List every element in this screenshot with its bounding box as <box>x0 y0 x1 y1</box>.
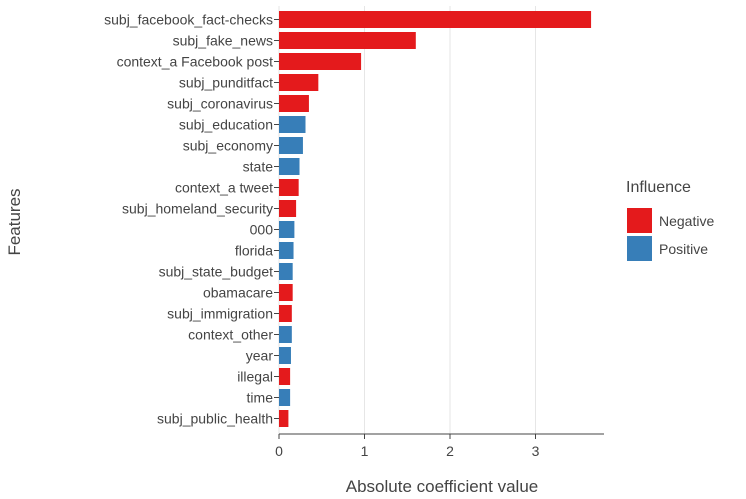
bar-negative <box>279 410 289 427</box>
y-axis-title: Features <box>5 188 24 255</box>
x-tick-label: 0 <box>275 443 283 459</box>
bar-positive <box>279 221 295 238</box>
y-tick-label: illegal <box>237 369 273 385</box>
legend-swatch <box>627 236 652 261</box>
y-tick-label: subj_homeland_security <box>122 201 273 217</box>
bar-negative <box>279 305 292 322</box>
bar-positive <box>279 242 294 259</box>
y-tick-label: subj_state_budget <box>159 264 274 280</box>
x-ticks: 0 1 2 3 <box>275 434 540 459</box>
y-tick-label: state <box>243 159 274 175</box>
y-tick-label: context_a tweet <box>175 180 273 196</box>
bar-negative <box>279 74 319 91</box>
legend-label: Negative <box>659 213 714 229</box>
bar-negative <box>279 53 362 70</box>
y-tick-label: subj_punditfact <box>179 75 273 91</box>
y-tick-label: subj_facebook_fact-checks <box>104 12 273 28</box>
grid-lines <box>278 6 536 434</box>
y-tick-label: context_a Facebook post <box>117 54 274 70</box>
y-tick-label: subj_education <box>179 117 273 133</box>
bar-positive <box>279 389 291 406</box>
bar-negative <box>279 95 309 112</box>
legend: Influence Negative Positive <box>626 179 714 261</box>
y-tick-labels: subj_facebook_fact-checks subj_fake_newsc… <box>104 12 279 427</box>
y-tick-label: subj_public_health <box>157 411 273 427</box>
legend-swatch <box>627 208 652 233</box>
y-tick-label: subj_economy <box>183 138 273 154</box>
y-tick-label: time <box>247 390 274 406</box>
bar-negative <box>279 284 293 301</box>
bar-positive <box>279 263 293 280</box>
bar-positive <box>279 116 306 133</box>
bar-negative <box>279 200 297 217</box>
x-tick-label: 1 <box>361 443 369 459</box>
y-tick-label: subj_coronavirus <box>167 96 273 112</box>
bar-negative <box>279 179 299 196</box>
bar-negative <box>279 368 291 385</box>
bar-positive <box>279 326 292 343</box>
bar-negative <box>279 11 592 28</box>
legend-title: Influence <box>626 179 691 196</box>
bar-positive <box>279 347 291 364</box>
y-tick-label: subj_fake_news <box>173 33 273 49</box>
y-tick-label: context_other <box>188 327 273 343</box>
y-tick-label: florida <box>235 243 273 259</box>
x-axis-title: Absolute coefficient value <box>346 477 538 496</box>
y-tick-label: year <box>246 348 274 364</box>
bar-positive <box>279 158 300 175</box>
y-tick-label: obamacare <box>203 285 273 301</box>
y-tick-label: 000 <box>250 222 274 238</box>
bar-negative <box>279 32 416 49</box>
y-tick-label: subj_immigration <box>167 306 273 322</box>
x-tick-label: 3 <box>532 443 540 459</box>
x-tick-label: 2 <box>446 443 454 459</box>
legend-label: Positive <box>659 241 708 257</box>
bar-positive <box>279 137 303 154</box>
bars <box>279 11 592 427</box>
